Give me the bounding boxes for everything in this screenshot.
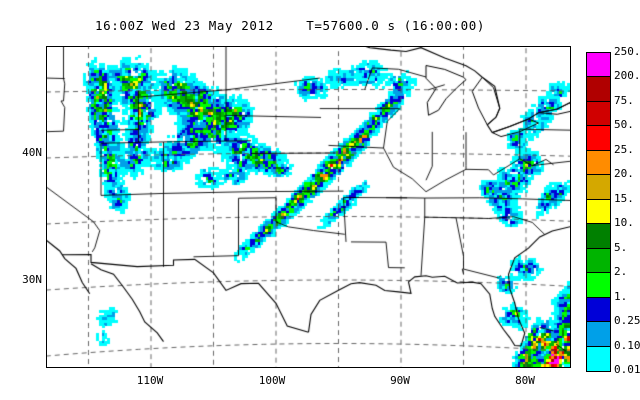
colorbar-tick-label: 25. (614, 142, 634, 156)
colorbar-band-dark-green (587, 224, 610, 249)
colorbar-tick-label: 0.10 (614, 338, 640, 352)
colorbar-tick-label: 200. (614, 69, 640, 83)
colorbar-band-cyan (587, 346, 610, 371)
colorbar-band-blue (587, 297, 610, 323)
y-tick-label-40n: 40N (22, 146, 42, 159)
x-tick-label-100w: 100W (258, 374, 286, 387)
colorbar-band-orange (587, 150, 610, 176)
colorbar-band-green (587, 248, 610, 274)
map-panel[interactable] (46, 46, 571, 368)
colorbar-band-magenta (587, 53, 610, 78)
colorbar-tick-label: 20. (614, 167, 634, 181)
colorbar-band-yellow (587, 199, 610, 225)
colorbar-band-dark-red (587, 77, 610, 102)
colorbar-tick-label: 250. (614, 45, 640, 58)
colorbar-tick-label: 1. (614, 289, 628, 303)
colorbar-tick-label: 50. (614, 118, 634, 132)
colorbar-tick-label: 5. (614, 240, 628, 254)
colorbar-tick-label: 10. (614, 216, 634, 230)
colorbar-tick-label: 15. (614, 191, 634, 205)
x-tick-label-80w: 80W (515, 374, 535, 387)
colorbar-tick-label: 75. (614, 93, 634, 107)
colorbar-tick-label: 0.01 (614, 363, 640, 376)
precipitation-field-canvas (47, 47, 570, 367)
colorbar-band-light-blue (587, 322, 610, 347)
y-tick-label-30n: 30N (22, 273, 42, 286)
colorbar[interactable] (586, 52, 611, 372)
colorbar-tick-label: 2. (614, 265, 628, 279)
colorbar-band-deep-red (587, 101, 610, 127)
colorbar-tick-label: 0.25 (614, 314, 640, 328)
colorbar-band-red (587, 126, 610, 151)
page-title: 16:00Z Wed 23 May 2012 T=57600.0 s (16:0… (94, 18, 486, 33)
colorbar-band-goldenrod (587, 175, 610, 200)
x-tick-label-90w: 90W (390, 374, 410, 387)
x-tick-label-110w: 110W (136, 374, 164, 387)
colorbar-band-bright-green (587, 273, 610, 298)
